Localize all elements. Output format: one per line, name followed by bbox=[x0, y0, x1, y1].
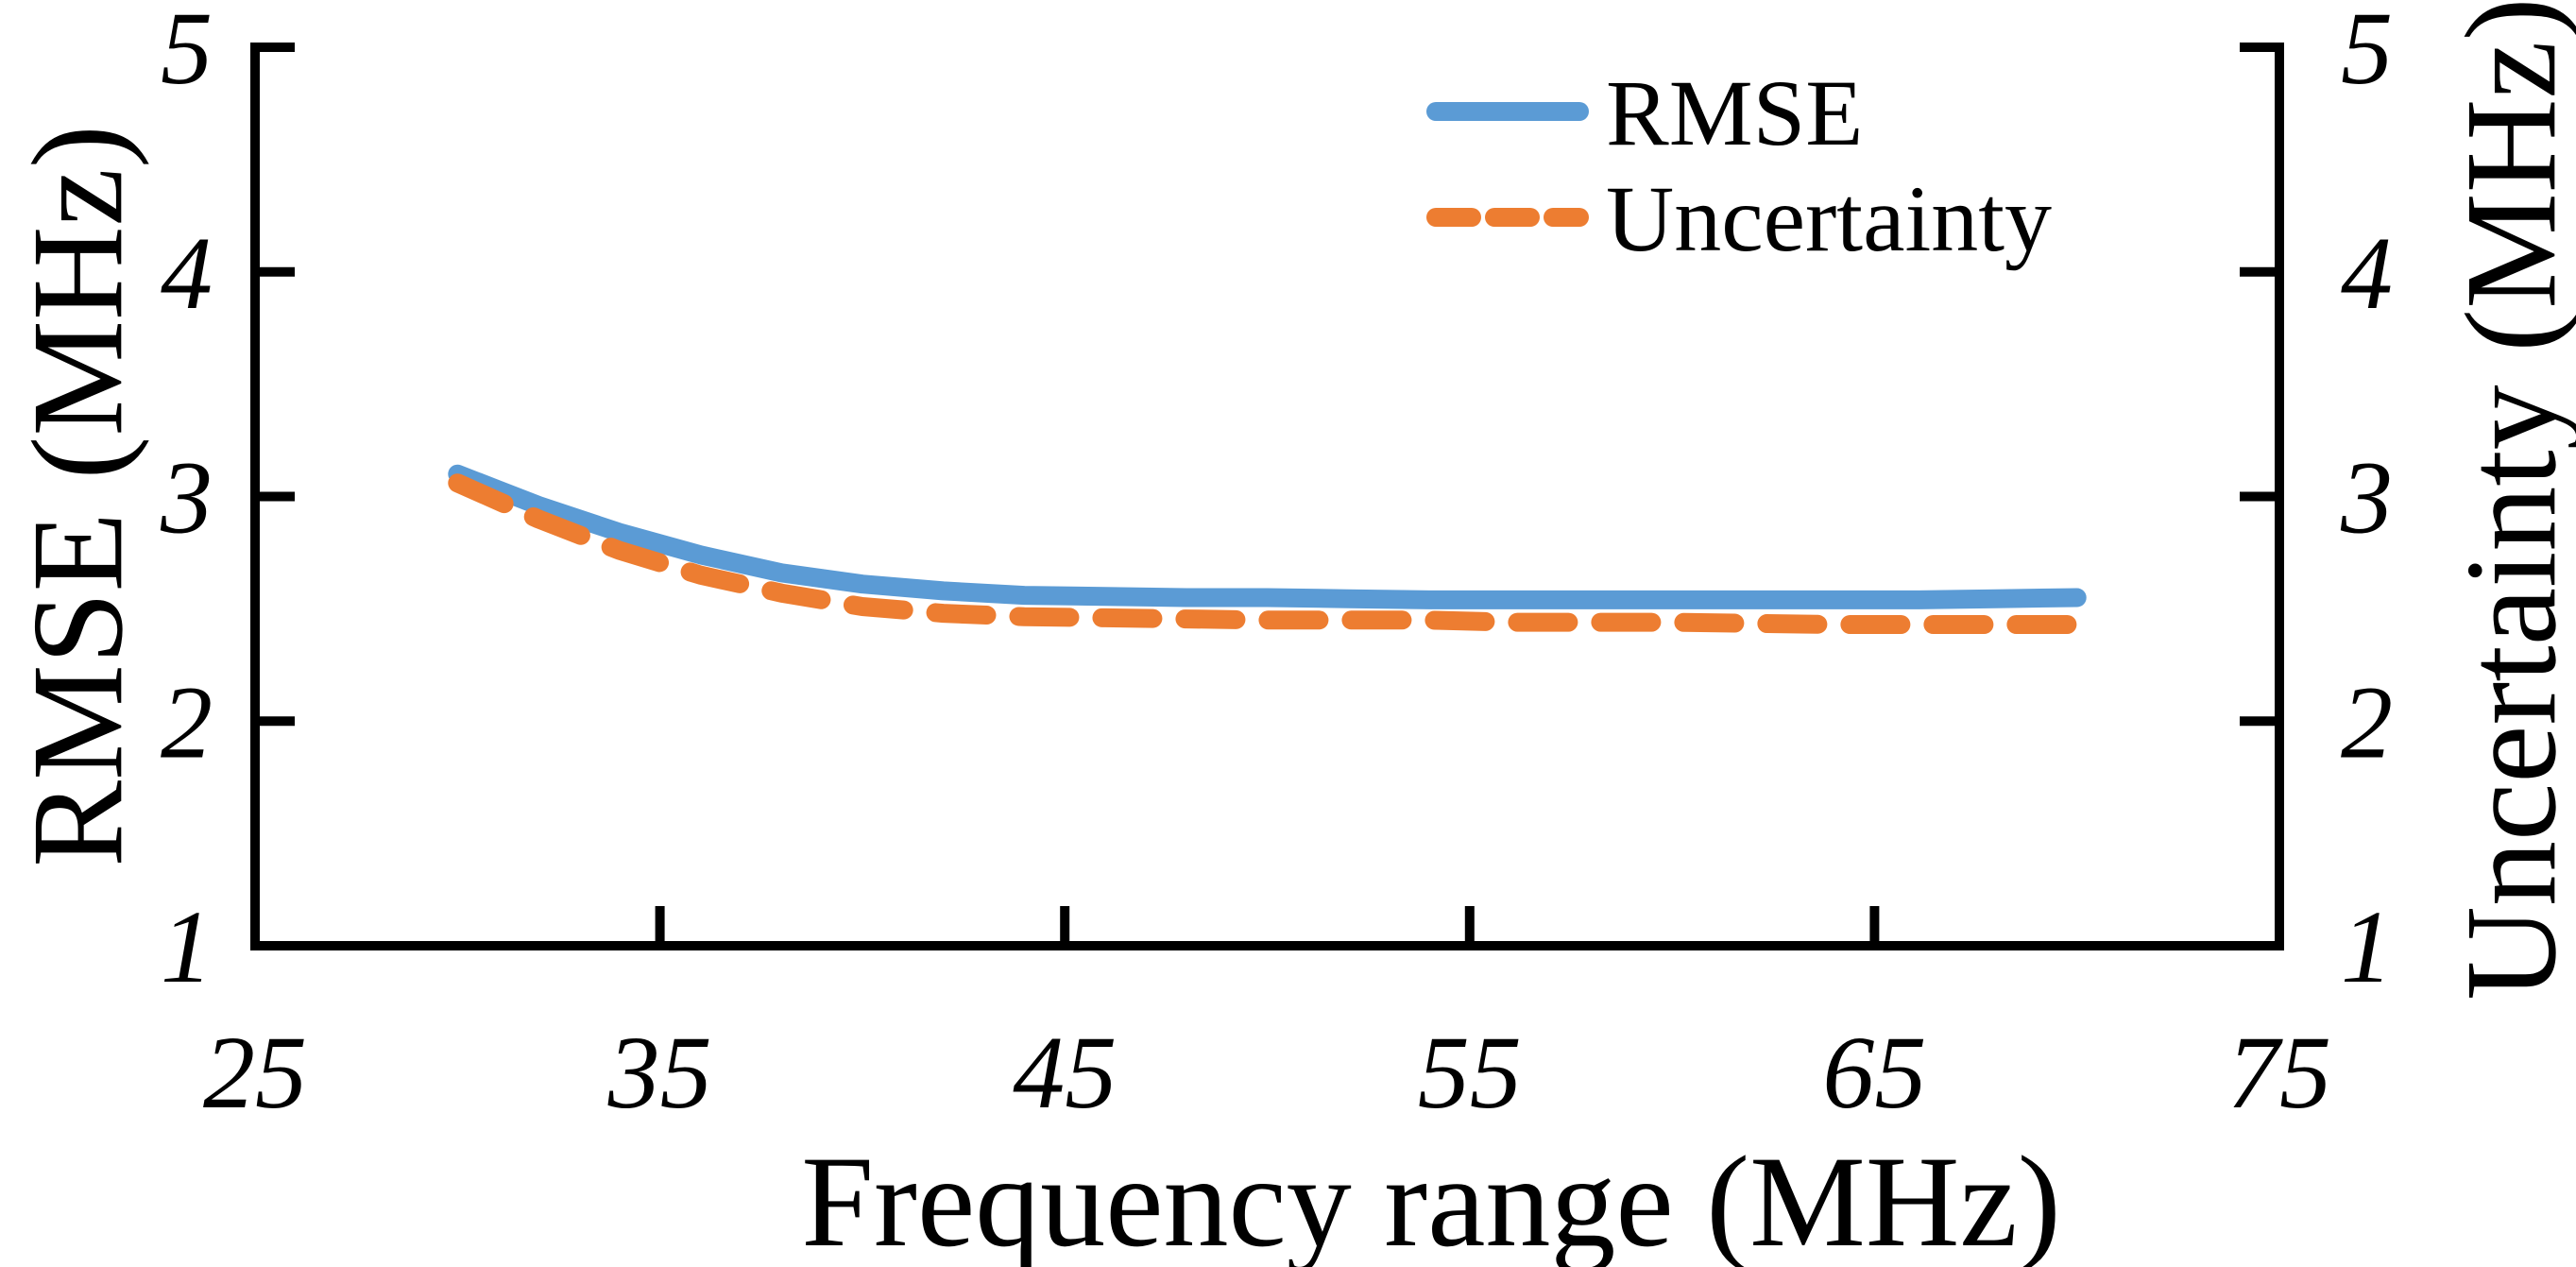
y-left-tick-label: 1 bbox=[161, 889, 213, 1004]
y-left-tick-label: 5 bbox=[161, 0, 213, 106]
y-right-tick-label: 3 bbox=[2340, 440, 2393, 556]
y-left-axis-title: RMSE (MHz) bbox=[5, 125, 149, 867]
y-right-tick-label: 4 bbox=[2341, 215, 2393, 331]
uncertainty-series-line bbox=[448, 473, 2087, 634]
x-tick-label: 25 bbox=[203, 1015, 307, 1130]
y-right-tick-label: 2 bbox=[2341, 664, 2393, 779]
x-tick-label: 75 bbox=[2227, 1015, 2331, 1130]
y-left-tick-label: 3 bbox=[160, 440, 213, 556]
legend-uncertainty-label: Uncertainty bbox=[1606, 166, 2052, 271]
x-tick-label: 45 bbox=[1013, 1015, 1117, 1130]
rmse-series-line bbox=[448, 464, 2087, 609]
axes bbox=[250, 43, 2284, 950]
data-series bbox=[448, 464, 2087, 634]
x-tick-label: 65 bbox=[1822, 1015, 1926, 1130]
y-left-tick-label: 4 bbox=[161, 215, 213, 331]
y-right-axis-title: Uncertainty (MHz) bbox=[2438, 0, 2576, 1001]
y-right-tick-label: 5 bbox=[2341, 0, 2393, 106]
y-right-tick-label: 1 bbox=[2341, 889, 2393, 1004]
legend-rmse-label: RMSE bbox=[1606, 60, 1863, 165]
x-tick-label: 35 bbox=[607, 1015, 712, 1130]
x-axis-title: Frequency range (MHz) bbox=[801, 1129, 2060, 1267]
legend: RMSE Uncertainty bbox=[1426, 60, 2052, 271]
x-tick-label: 55 bbox=[1418, 1015, 1522, 1130]
y-left-tick-label: 2 bbox=[161, 664, 213, 779]
